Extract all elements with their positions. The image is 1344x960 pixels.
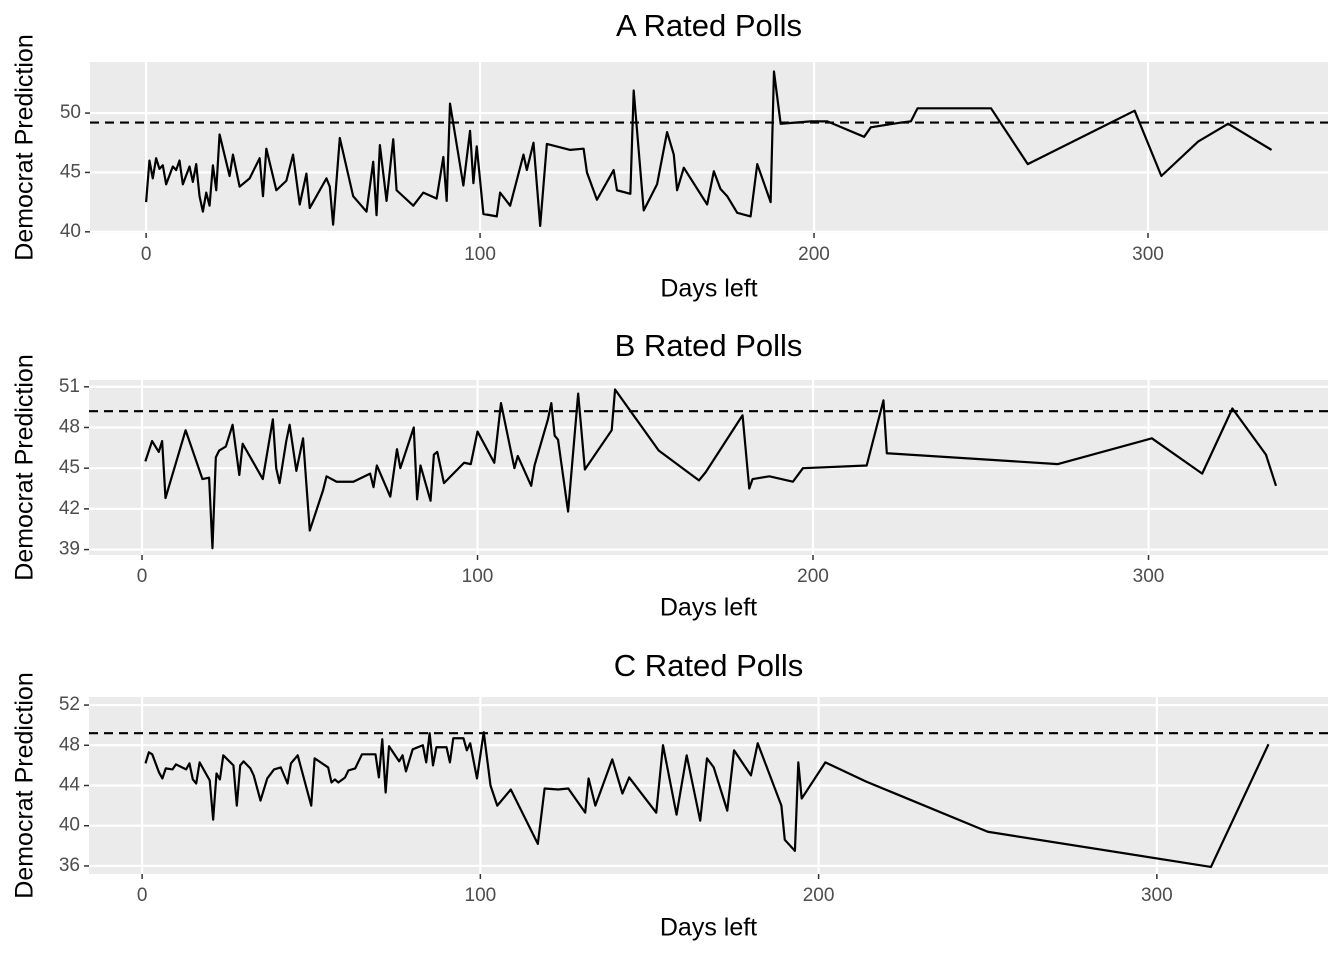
y-tick-label: 45 [60, 161, 81, 182]
x-tick-label: 0 [137, 885, 148, 906]
x-tick-label: 300 [1133, 566, 1165, 587]
x-tick-label: 100 [465, 885, 497, 906]
y-tick-label: 48 [59, 734, 80, 755]
x-tick-label: 0 [141, 244, 152, 265]
x-tick-label: 100 [462, 566, 494, 587]
panel [90, 62, 1328, 233]
y-tick-label: 39 [59, 539, 80, 560]
y-axis-label: Democrat Prediction [11, 672, 39, 898]
y-tick-label: 40 [60, 221, 81, 242]
x-tick-label: 200 [803, 885, 835, 906]
x-axis-label: Days left [660, 275, 757, 303]
x-tick-label: 200 [798, 244, 830, 265]
y-tick-label: 44 [59, 775, 81, 796]
x-tick-label: 100 [464, 244, 496, 265]
x-tick-label: 300 [1141, 885, 1173, 906]
y-tick-label: 51 [59, 376, 80, 397]
y-tick-label: 48 [59, 416, 80, 437]
line [145, 70, 1273, 227]
y-tick-label: 40 [59, 815, 80, 836]
y-tick-label: 52 [59, 694, 80, 715]
chart-title: C Rated Polls [614, 648, 804, 683]
x-tick-label: 0 [137, 566, 148, 587]
x-tick-label: 300 [1132, 244, 1164, 265]
x-axis-label: Days left [660, 594, 757, 622]
y-tick-label: 45 [59, 457, 80, 478]
x-axis-label: Days left [660, 914, 757, 942]
y-tick-label: 36 [59, 855, 80, 876]
chart-title: A Rated Polls [616, 8, 802, 43]
chart-title: B Rated Polls [615, 328, 803, 363]
y-axis-label: Democrat Prediction [11, 354, 39, 580]
line [144, 731, 1270, 869]
x-tick-label: 200 [797, 566, 829, 587]
y-axis-label: Democrat Prediction [11, 34, 39, 260]
y-tick-label: 42 [59, 498, 80, 519]
line [144, 388, 1278, 550]
y-tick-label: 50 [60, 102, 81, 123]
